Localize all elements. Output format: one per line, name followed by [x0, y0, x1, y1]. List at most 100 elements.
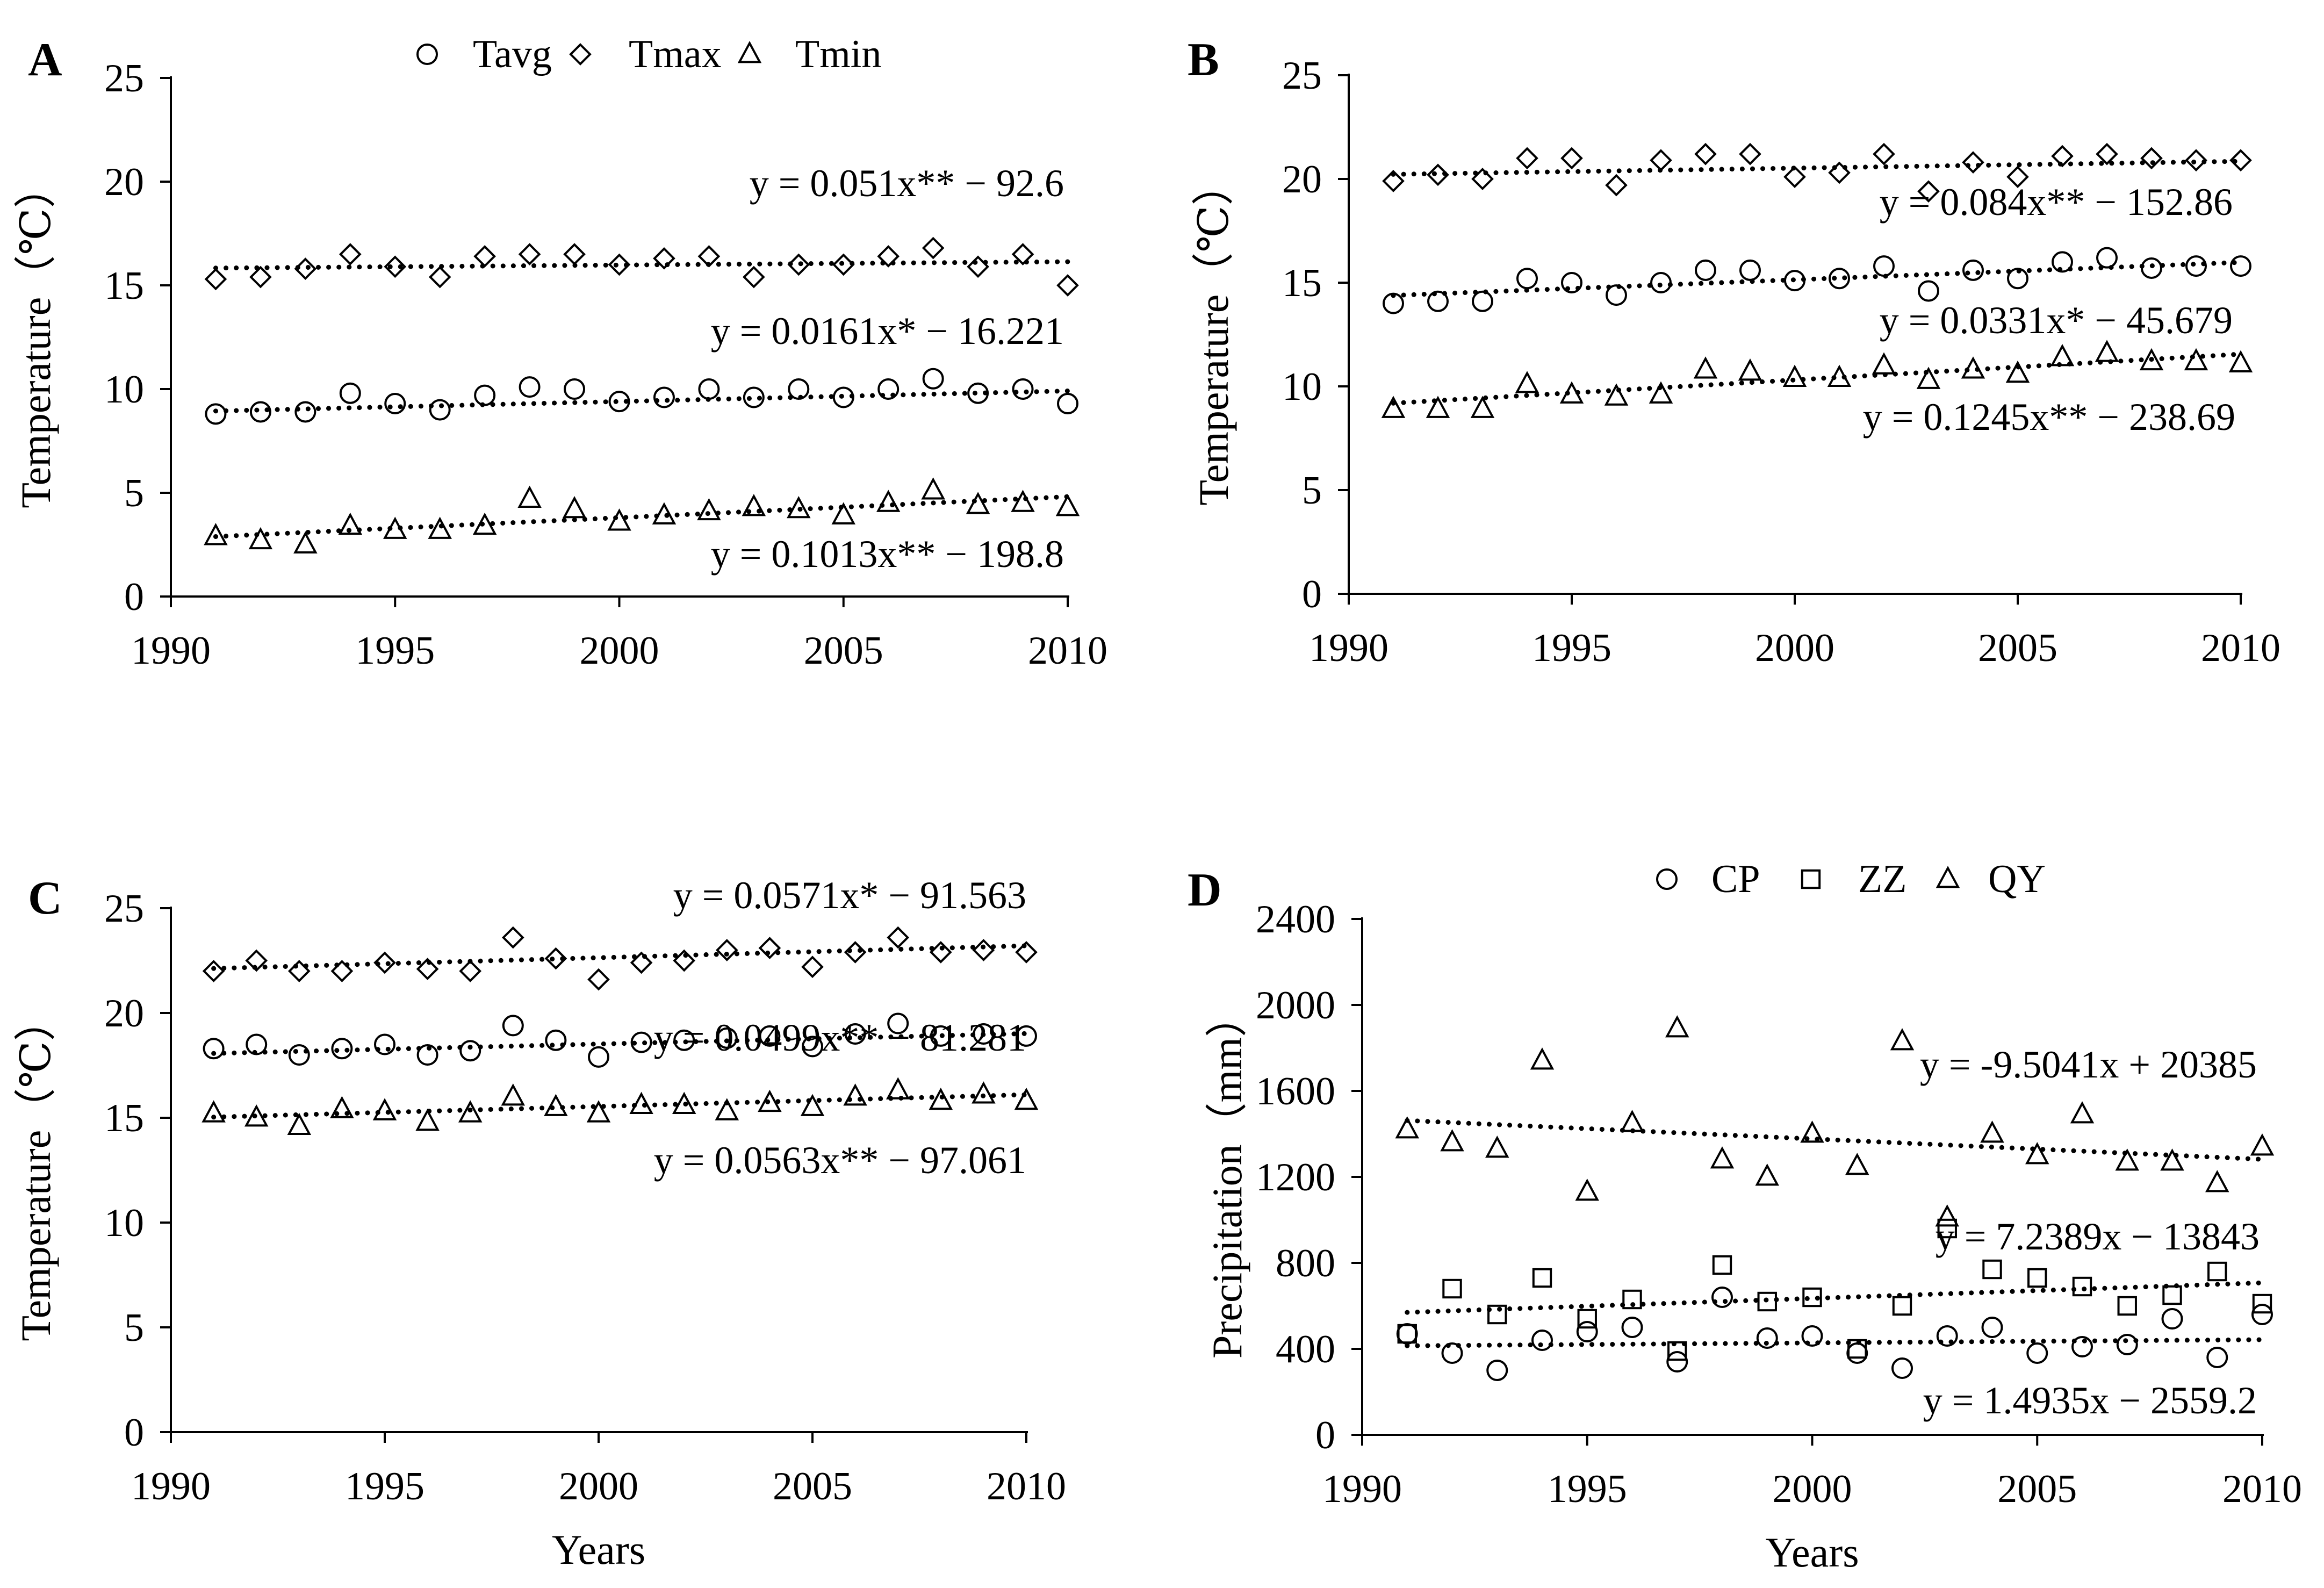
data-point: [1738, 358, 1762, 381]
data-point: [673, 949, 696, 972]
data-point: [1666, 1351, 1688, 1373]
x-tick-label: 1990: [1309, 626, 1388, 670]
x-tick-label: 2000: [1773, 1467, 1852, 1511]
data-point: [967, 255, 989, 278]
data-point: [652, 502, 677, 524]
panel-letter: B: [1188, 34, 1219, 86]
data-point: [459, 1040, 481, 1062]
data-point: [1621, 1317, 1643, 1338]
data-point: [1015, 941, 1038, 964]
data-point: [587, 968, 610, 991]
legend-label: CP: [1711, 857, 1760, 901]
data-point: [832, 386, 854, 408]
data-point: [1980, 1120, 2004, 1143]
data-point: [787, 495, 811, 519]
equation-qy: y = -9.5041x + 20385: [1920, 1043, 2257, 1086]
data-point: [428, 265, 451, 289]
data-point: [2070, 1101, 2095, 1124]
data-point: [1801, 1325, 1823, 1347]
legend-label: Tmin: [795, 32, 881, 76]
data-point: [929, 1087, 953, 1110]
data-point: [2228, 350, 2253, 372]
legend: CP ZZ QY: [1656, 857, 2046, 901]
data-point: [877, 378, 900, 400]
data-point: [1890, 1028, 1915, 1051]
data-point: [1381, 396, 1406, 418]
data-point: [1800, 1120, 1824, 1143]
data-point: [588, 1046, 609, 1068]
equation-tavg: y = 0.0499x** − 81.281: [654, 1016, 1026, 1059]
data-point: [759, 1025, 781, 1047]
data-point: [1739, 259, 1761, 281]
legend-marker: [569, 43, 592, 66]
y-tick-label: 10: [104, 1201, 144, 1245]
data-point: [673, 1029, 695, 1051]
data-point: [1695, 259, 1716, 281]
y-axis-label: Temperature（℃）: [1190, 163, 1237, 505]
data-point: [1575, 1179, 1599, 1201]
trendline-tavg: [211, 1031, 1029, 1056]
data-point: [1606, 284, 1627, 306]
data-point: [563, 243, 586, 265]
legend-marker: [1801, 869, 1821, 889]
data-point: [1487, 1304, 1507, 1325]
trendline-qy: [1405, 1118, 2265, 1162]
data-point: [1011, 490, 1035, 512]
data-point: [1961, 356, 1985, 379]
data-point: [2140, 147, 2163, 170]
data-point: [1755, 1163, 1779, 1186]
y-tick-label: 10: [1282, 365, 1322, 409]
data-point: [249, 401, 271, 423]
data-point: [1397, 1324, 1417, 1344]
data-point: [1382, 170, 1405, 192]
y-tick-label: 5: [124, 1306, 144, 1350]
data-point: [202, 960, 225, 982]
data-point: [743, 386, 765, 408]
data-point: [1665, 1015, 1689, 1038]
data-point: [474, 384, 496, 406]
data-point: [1981, 1317, 2003, 1338]
data-point: [1650, 272, 1672, 293]
data-point: [1847, 1339, 1867, 1359]
y-tick-label: 2400: [1256, 897, 1335, 942]
data-point: [339, 243, 362, 265]
data-point: [1383, 292, 1404, 314]
data-point: [519, 376, 541, 398]
y-tick-label: 1200: [1256, 1155, 1335, 1199]
data-point: [801, 955, 824, 979]
data-point: [248, 527, 273, 550]
panel-B: B 0 5 10 15 20 25 1990 1995 2000 2005 2010 Temperatu…: [1188, 34, 2280, 670]
data-point: [1937, 1218, 1957, 1239]
data-point: [2051, 145, 2074, 168]
y-axis-label: Temperature（℃）: [12, 166, 59, 508]
x-tick-label: 1995: [345, 1464, 424, 1508]
equation-tmin: y = 0.0563x** − 97.061: [654, 1139, 1026, 1182]
data-point: [1891, 1357, 1913, 1379]
data-point: [2072, 1276, 2092, 1297]
data-point: [1711, 1287, 1733, 1308]
data-point: [1577, 1309, 1597, 1329]
data-point: [586, 1100, 611, 1123]
x-tick-label: 2000: [580, 629, 659, 673]
data-point: [2141, 257, 2162, 279]
panel-A: A 0 5 10 15 20 25 1990 1995 2000 2005 2010 Temperatu…: [12, 32, 1107, 673]
y-tick-label: 0: [1315, 1413, 1335, 1457]
data-point: [330, 1096, 354, 1118]
data-point: [1604, 383, 1629, 406]
series-zz: y = 7.2389x − 13843: [1397, 1215, 2272, 1361]
y-tick-label: 0: [1302, 572, 1322, 616]
trendline-tavg: [213, 388, 1070, 414]
panel-C: C 0 5 10 15 20 25 1990 1995 2000 2005 2010 Temperatu…: [12, 872, 1066, 1573]
data-point: [802, 1036, 823, 1058]
data-point: [1756, 1327, 1778, 1349]
data-point: [1693, 356, 1718, 379]
data-point: [715, 939, 738, 961]
data-point: [607, 508, 631, 531]
data-point: [1472, 290, 1493, 312]
x-tick-label: 1995: [355, 629, 435, 673]
data-point: [384, 255, 407, 278]
data-point: [1605, 174, 1628, 197]
data-point: [967, 382, 989, 404]
data-point: [1918, 280, 1939, 302]
y-tick-label: 25: [104, 887, 144, 931]
